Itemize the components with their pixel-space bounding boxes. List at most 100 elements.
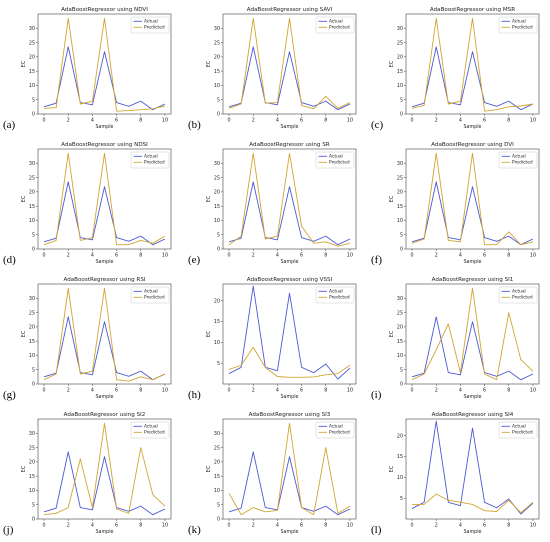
x-tick-label: 4 — [459, 118, 462, 124]
chart-panel: AdaBoostRegressor using RSI 0 2 4 6 8 10 0 5 10 15… — [3, 277, 172, 401]
x-tick-label: 0 — [228, 118, 231, 124]
y-tick-label: 25 — [214, 175, 220, 181]
plot-frame — [37, 148, 172, 250]
plot-frame — [37, 13, 172, 115]
x-axis-label: Sample — [464, 394, 482, 400]
y-tick-label: 0 — [400, 112, 403, 118]
series-line-predicted — [228, 346, 351, 378]
chart-title: AdaBoostRegressor using DVI — [431, 142, 514, 148]
y-tick-label: 20 — [29, 460, 35, 466]
y-tick-label: 25 — [214, 40, 220, 46]
y-tick-label: 0 — [400, 247, 403, 253]
y-tick-label: 20 — [214, 460, 220, 466]
y-tick-label: 30 — [29, 161, 35, 167]
series-line-predicted — [411, 17, 534, 112]
y-tick-label: 5 — [32, 232, 35, 238]
x-tick-label: 8 — [139, 388, 142, 394]
x-tick-label: 2 — [252, 388, 255, 394]
chart-panel: AdaBoostRegressor using SI1 0 2 4 6 8 10 0 5 10 15… — [371, 277, 540, 401]
panel-letter: (a) — [3, 119, 16, 131]
y-tick-label: 25 — [29, 310, 35, 316]
legend-label: Predicted — [144, 25, 165, 31]
x-tick-label: 10 — [347, 253, 353, 259]
legend-label: Actual — [144, 154, 158, 160]
y-tick-label: 5 — [217, 361, 220, 367]
x-tick-label: 8 — [324, 523, 327, 529]
series-line-actual — [43, 181, 166, 246]
x-tick-label: 8 — [507, 388, 510, 394]
x-tick-label: 6 — [115, 118, 118, 124]
y-axis-label: EC — [21, 330, 27, 337]
legend-label: Actual — [329, 154, 343, 160]
x-tick-label: 8 — [324, 253, 327, 259]
panel-letter: (i) — [371, 389, 382, 401]
y-tick-label: 10 — [214, 83, 220, 89]
y-tick-label: 5 — [217, 97, 220, 103]
chart-panel: AdaBoostRegressor using SI3 0 2 4 6 8 10 0 5 10 15… — [188, 412, 357, 536]
x-tick-label: 6 — [483, 388, 486, 394]
x-axis-label: Sample — [464, 529, 482, 535]
panel-letter: (d) — [3, 254, 16, 266]
y-tick-label: 0 — [400, 382, 403, 388]
y-tick-label: 0 — [32, 382, 35, 388]
series-line-actual — [43, 451, 166, 516]
x-tick-label: 0 — [411, 118, 414, 124]
y-tick-label: 30 — [29, 431, 35, 437]
x-tick-label: 2 — [67, 253, 70, 259]
x-tick-label: 0 — [43, 118, 46, 124]
x-axis-label: Sample — [281, 394, 299, 400]
y-tick-label: 0 — [32, 247, 35, 253]
y-axis-label: EC — [206, 195, 212, 202]
y-tick-label: 0 — [217, 247, 220, 253]
chart-panel: AdaBoostRegressor using SI2 0 2 4 6 8 10 0 5 10 15… — [3, 412, 172, 536]
series-line-actual — [43, 316, 166, 381]
x-tick-label: 2 — [252, 118, 255, 124]
x-tick-label: 4 — [91, 523, 94, 529]
y-tick-label: 15 — [29, 339, 35, 345]
x-tick-label: 0 — [43, 253, 46, 259]
y-axis-label: EC — [206, 60, 212, 67]
x-tick-label: 0 — [411, 253, 414, 259]
y-tick-label: 0 — [32, 112, 35, 118]
series-line-actual — [228, 181, 351, 246]
y-tick-label: 0 — [217, 517, 220, 523]
x-tick-label: 0 — [411, 523, 414, 529]
x-tick-label: 6 — [300, 118, 303, 124]
x-tick-label: 10 — [162, 253, 168, 259]
series-line-actual — [411, 316, 534, 381]
panel-letter: (h) — [188, 389, 201, 401]
x-tick-label: 8 — [139, 523, 142, 529]
chart-panel: AdaBoostRegressor using VSSI 0 2 4 6 8 10 5 10 15… — [188, 277, 357, 401]
series-line-actual — [411, 181, 534, 246]
y-tick-label: 25 — [214, 445, 220, 451]
chart-panel: AdaBoostRegressor using NDVI 0 2 4 6 8 10 0 5 10 1… — [3, 7, 172, 131]
x-tick-label: 10 — [347, 118, 353, 124]
x-tick-label: 4 — [276, 253, 279, 259]
y-tick-label: 20 — [214, 190, 220, 196]
chart-panel: AdaBoostRegressor using NDSI 0 2 4 6 8 10 0 5 10 1… — [3, 142, 172, 266]
x-tick-label: 6 — [115, 253, 118, 259]
x-tick-label: 8 — [507, 253, 510, 259]
y-axis-label: EC — [21, 195, 27, 202]
y-tick-label: 25 — [29, 445, 35, 451]
y-tick-label: 20 — [397, 325, 403, 331]
y-tick-label: 10 — [397, 218, 403, 224]
y-tick-label: 25 — [29, 40, 35, 46]
y-tick-label: 15 — [214, 69, 220, 75]
x-axis-label: Sample — [96, 394, 114, 400]
chart-title: AdaBoostRegressor using MSR — [430, 7, 515, 13]
y-tick-label: 20 — [397, 433, 403, 439]
panel-letter: (c) — [371, 119, 384, 131]
panel-letter: (b) — [188, 119, 201, 131]
y-tick-label: 15 — [397, 339, 403, 345]
series-line-predicted — [228, 17, 351, 110]
chart-title: AdaBoostRegressor using SI3 — [249, 412, 331, 418]
plot-frame — [37, 418, 172, 520]
y-tick-label: 25 — [397, 310, 403, 316]
x-axis-label: Sample — [281, 529, 299, 535]
x-tick-label: 4 — [91, 118, 94, 124]
x-tick-label: 4 — [276, 388, 279, 394]
x-axis-label: Sample — [96, 529, 114, 535]
plot-frame — [222, 418, 357, 520]
plot-frame — [37, 283, 172, 385]
